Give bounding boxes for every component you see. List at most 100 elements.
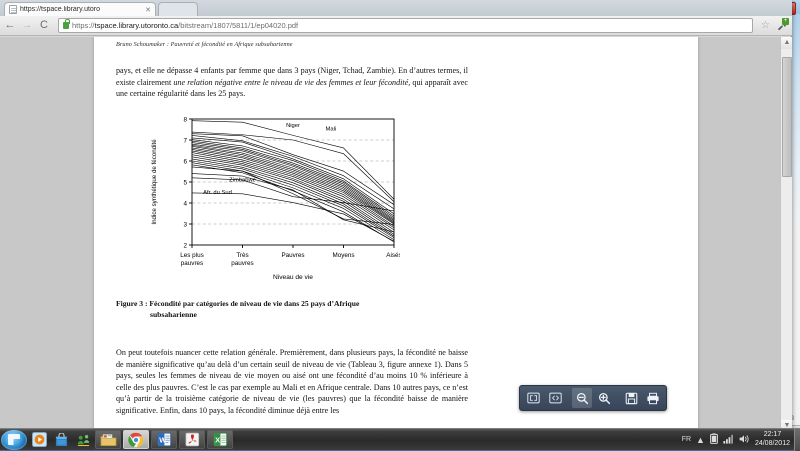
figure-caption-line-2: subsaharienne <box>150 309 197 319</box>
taskbar-item-file-explorer[interactable] <box>95 430 121 449</box>
svg-text:Pauvres: Pauvres <box>281 252 304 259</box>
chrome-menu-wrench-icon[interactable]: + <box>775 17 789 33</box>
paragraph-1-part-3: , qui apparaît avec une certaine régular… <box>116 77 468 99</box>
chrome-tab-strip[interactable]: https://tspace.library.utoro ✕ <box>0 0 792 16</box>
svg-text:6: 6 <box>183 159 187 166</box>
svg-text:W: W <box>159 436 167 445</box>
start-button[interactable] <box>1 429 27 450</box>
clock-date: 24/08/2012 <box>754 439 790 447</box>
zoom-out-button[interactable] <box>572 388 592 408</box>
svg-text:pauvres: pauvres <box>231 260 253 267</box>
clock-time: 22:17 <box>763 431 782 438</box>
browser-tab-title: https://tspace.library.utoro <box>20 6 101 13</box>
chart-line-series <box>191 131 395 202</box>
chart-line-series <box>191 140 395 218</box>
volume-icon[interactable] <box>739 434 750 446</box>
chart-line-series <box>191 177 395 212</box>
chart-line-series <box>191 166 395 225</box>
chrome-toolbar: ← → C https://tspace.library.utoronto.ca… <box>0 16 792 36</box>
show-hidden-icons-arrow-icon[interactable]: ▲ <box>696 434 705 445</box>
show-desktop-button[interactable] <box>794 428 800 451</box>
fit-page-button[interactable] <box>523 388 543 408</box>
signal-strength-icon[interactable] <box>723 434 734 446</box>
taskbar-item-microsoft-excel[interactable]: X <box>207 430 233 449</box>
url-host: tspace.library.utoronto.ca <box>94 21 179 30</box>
scroll-up-arrow-icon[interactable]: ▲ <box>781 37 792 49</box>
taskbar-item-google-chrome[interactable] <box>123 430 149 449</box>
shopping-bag-icon[interactable] <box>51 430 71 450</box>
chart-line-series <box>191 154 395 233</box>
document-paragraph-2: On peut toutefois nuancer cette relation… <box>116 348 468 416</box>
chart-line-series <box>191 173 395 233</box>
chart-line-series <box>191 133 395 205</box>
pdf-viewer[interactable]: Bruno Schoumaker : Pauvreté et fécondité… <box>0 37 792 432</box>
back-button[interactable]: ← <box>4 19 16 31</box>
chart-line-series <box>191 192 395 242</box>
lock-icon <box>63 19 70 29</box>
svg-text:Niveau de vie: Niveau de vie <box>273 274 313 281</box>
save-button[interactable] <box>621 388 641 408</box>
taskbar-clock[interactable]: 22:17 24/08/2012 <box>755 431 790 448</box>
forward-button[interactable]: → <box>21 19 33 31</box>
chart-y-axis-label: Indice synthétique de fécondité <box>151 139 158 225</box>
reload-button[interactable]: C <box>40 19 48 31</box>
svg-text:pauvres: pauvres <box>181 260 203 267</box>
svg-text:Moyens: Moyens <box>332 252 354 259</box>
pdf-page: Bruno Schoumaker : Pauvreté et fécondité… <box>94 37 698 432</box>
chart-line-series <box>191 139 395 217</box>
svg-text:4: 4 <box>183 201 187 208</box>
chart-line-series <box>191 144 395 223</box>
print-button[interactable] <box>643 388 663 408</box>
browser-tab-active[interactable]: https://tspace.library.utoro ✕ <box>4 2 156 16</box>
scroll-down-arrow-icon[interactable]: ▼ <box>781 420 792 432</box>
figure-3-chart: 2 3 4 5 6 7 8 Les plus pauvres Très pauvres Pauvres… <box>146 113 400 291</box>
zoom-in-button[interactable] <box>594 388 614 408</box>
url-scheme: https:// <box>72 21 95 30</box>
address-bar-url: https://tspace.library.utoronto.ca/bitst… <box>72 21 298 30</box>
svg-text:Mali: Mali <box>326 127 337 133</box>
svg-text:3: 3 <box>183 222 187 229</box>
chrome-browser-window[interactable]: https://tspace.library.utoro ✕ ← → C htt… <box>0 0 792 432</box>
media-player-icon[interactable] <box>29 430 49 450</box>
scrollbar-thumb[interactable] <box>782 57 792 177</box>
figure-3-caption: Figure 3 : Fécondité par catégories de n… <box>116 299 466 320</box>
svg-text:8: 8 <box>183 117 187 124</box>
tray-language-indicator[interactable]: FR <box>681 436 692 443</box>
taskbar-item-adobe-reader[interactable] <box>179 430 205 449</box>
pdf-vertical-scrollbar[interactable]: ▲ ▼ <box>780 37 792 432</box>
svg-text:Afr. du Sud: Afr. du Sud <box>203 190 232 196</box>
svg-text:7: 7 <box>183 138 187 145</box>
bookmark-star-icon[interactable]: ☆ <box>761 20 770 31</box>
chart-line-series <box>191 152 395 231</box>
chart-line-series <box>191 164 395 243</box>
paragraph-1-emphasis: une relation négative entre le niveau de… <box>173 77 409 87</box>
chrome-update-badge: + <box>782 17 789 25</box>
taskbar-item-microsoft-word[interactable]: W <box>151 430 177 449</box>
svg-text:Très: Très <box>236 252 248 259</box>
url-path: /bitstream/1807/5811/1/ep04020.pdf <box>178 21 299 30</box>
network-people-icon[interactable] <box>73 430 93 450</box>
svg-text:5: 5 <box>183 180 187 187</box>
chart-line-series <box>191 149 395 227</box>
windows-taskbar: W X FR ▲ <box>0 428 800 451</box>
new-tab-button[interactable] <box>158 2 198 16</box>
svg-text:X: X <box>215 436 220 445</box>
svg-text:Niger: Niger <box>286 123 300 129</box>
document-paragraph-1: pays, et elle ne dépasse 4 enfants par f… <box>116 65 468 100</box>
page-icon <box>9 5 17 14</box>
fit-width-button[interactable] <box>545 388 565 408</box>
windows-logo-icon <box>8 434 20 445</box>
tab-close-icon[interactable]: ✕ <box>145 6 151 14</box>
chart-line-series <box>191 147 395 225</box>
pdf-floating-toolbar[interactable] <box>519 385 667 411</box>
chart-line-series <box>191 156 395 235</box>
battery-icon[interactable] <box>710 433 718 446</box>
chart-line-series <box>191 142 395 220</box>
address-bar[interactable]: https://tspace.library.utoronto.ca/bitst… <box>58 18 754 33</box>
chart-line-series <box>191 135 395 210</box>
figure-caption-line-1: Figure 3 : Fécondité par catégories de n… <box>116 299 360 308</box>
chart-line-series <box>191 160 395 238</box>
chart-line-series <box>191 120 395 200</box>
svg-text:2: 2 <box>183 243 187 250</box>
